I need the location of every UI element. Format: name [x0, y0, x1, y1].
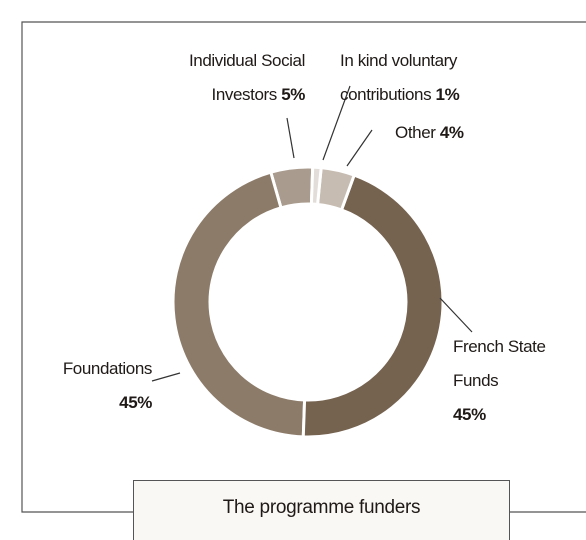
segment-value: 1%: [435, 85, 460, 104]
leader-line: [346, 129, 373, 167]
frame: [21, 21, 586, 513]
segment-name: In kind voluntary contributions: [340, 51, 457, 104]
segment-value: 45%: [119, 393, 152, 412]
leader-line: [286, 117, 295, 159]
segment-name: Other: [395, 123, 436, 142]
segment-value: 4%: [439, 123, 464, 142]
segment-label: French State Funds 45%: [453, 330, 571, 432]
leader-line: [322, 85, 351, 161]
segment-name: Foundations: [62, 359, 153, 378]
donut-segment: [171, 170, 307, 439]
leader-lines: [151, 85, 473, 382]
leader-line: [439, 297, 473, 333]
donut-segment: [315, 166, 357, 212]
leader-line: [151, 372, 181, 382]
segment-value: 45%: [453, 405, 486, 424]
donut-segment: [309, 165, 323, 207]
donut-segment: [301, 173, 445, 439]
segment-label: Individual Social Investors 5%: [140, 44, 305, 112]
segment-label: In kind voluntary contributions 1%: [340, 44, 515, 112]
segment-value: 5%: [281, 85, 305, 104]
segment-name: Individual Social Investors: [188, 51, 305, 104]
segment-name: French State Funds: [453, 337, 546, 390]
segment-label: Foundations 45%: [30, 352, 153, 420]
chart-title: The programme funders: [133, 480, 510, 540]
segment-label: Other 4%: [395, 116, 505, 150]
